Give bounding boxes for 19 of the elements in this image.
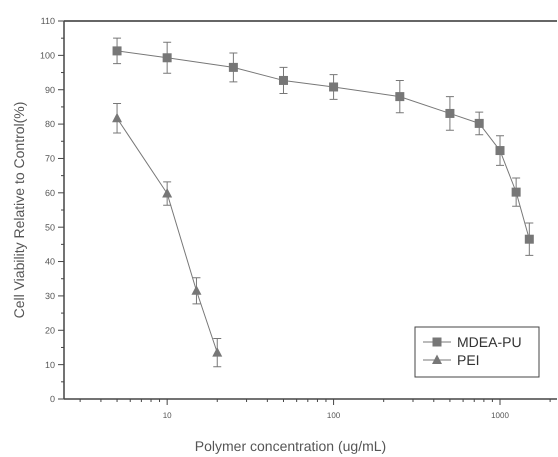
y-axis-title: Cell Viability Relative to Control(%) <box>11 102 27 318</box>
y-tick-label: 60 <box>44 188 55 198</box>
y-tick-label: 10 <box>44 360 55 370</box>
x-axis-title: Polymer concentration (ug/mL) <box>194 438 386 454</box>
y-tick-label: 90 <box>44 84 55 95</box>
y-tick-label: 0 <box>50 394 55 404</box>
y-tick-label: 30 <box>44 291 55 302</box>
y-tick-label: 40 <box>44 256 55 267</box>
y-tick-label: 110 <box>40 16 55 26</box>
y-tick-label: 70 <box>44 154 55 164</box>
y-tick-label: 50 <box>44 222 55 232</box>
x-tick-label: 100 <box>326 411 341 420</box>
y-tick-label: 100 <box>40 50 55 61</box>
x-tick-label: 1000 <box>491 411 510 420</box>
y-tick-label: 20 <box>44 325 55 336</box>
legend-label: MDEA-PU <box>457 334 522 350</box>
x-tick-label: 10 <box>162 411 172 420</box>
legend-label: PEI <box>457 352 480 368</box>
y-tick-label: 80 <box>44 119 55 130</box>
